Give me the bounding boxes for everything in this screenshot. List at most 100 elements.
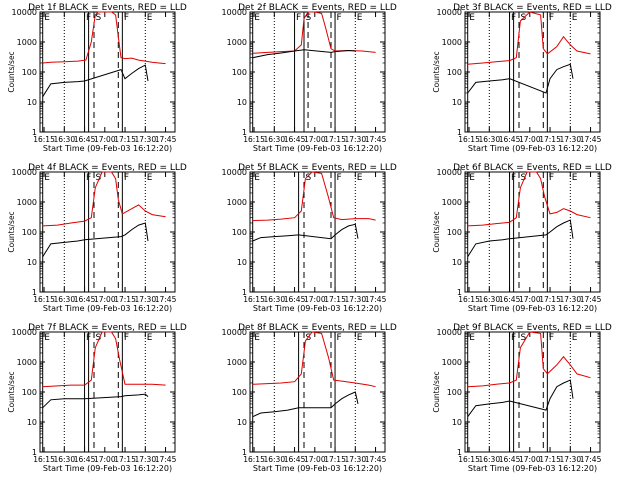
x-tick-label: 16:30 [478, 455, 500, 464]
y-axis-label: Counts/sec [432, 211, 441, 252]
y-tick-label: 10000 [437, 8, 462, 17]
x-tick-label: 17:15 [324, 455, 346, 464]
marker-label: F [124, 173, 129, 183]
x-tick-label: 16:15 [33, 295, 55, 304]
x-tick-label: 17:15 [539, 295, 561, 304]
x-tick-label: 17:15 [539, 455, 561, 464]
x-tick-label: 17:00 [519, 135, 541, 144]
marker-label: S [521, 333, 527, 343]
panel-title: Det 5f BLACK = Events, RED = LLD [238, 163, 397, 173]
marker-label: E [469, 13, 475, 23]
marker-label: S [306, 173, 312, 183]
x-tick-label: 17:00 [94, 135, 116, 144]
x-axis-label: Start Time (09-Feb-03 16:12:20) [253, 304, 382, 313]
x-tick-label: 16:30 [263, 455, 285, 464]
series-lld-line [42, 331, 166, 388]
y-axis-label: Counts/sec [7, 211, 16, 252]
panel-title: Det 4f BLACK = Events, RED = LLD [28, 163, 187, 173]
y-tick-label: 100 [232, 228, 247, 237]
x-tick-label: 16:30 [53, 295, 75, 304]
y-tick-label: 10000 [222, 328, 247, 337]
panel-det-9: Det 9f BLACK = Events, RED = LLD 1 10 100 10… [432, 323, 612, 473]
x-tick-label: 16:45 [74, 455, 96, 464]
x-tick-label: 17:15 [539, 135, 561, 144]
series-lld-line [467, 331, 591, 388]
panel-title: Det 7f BLACK = Events, RED = LLD [28, 323, 187, 333]
series-events-line [42, 64, 149, 97]
x-tick-label: 17:00 [304, 295, 326, 304]
marker-label: E [254, 173, 260, 183]
marker-label: E [572, 173, 578, 183]
panel-det-2: Det 2f BLACK = Events, RED = LLD 1 10 100 10… [222, 3, 397, 153]
series-events-line [467, 379, 574, 417]
x-tick-label: 17:15 [114, 135, 136, 144]
panel-title: Det 3f BLACK = Events, RED = LLD [453, 3, 612, 13]
x-tick-label: 17:30 [559, 135, 581, 144]
x-tick-label: 17:00 [519, 295, 541, 304]
series-events-line [42, 393, 149, 409]
y-tick-label: 10 [27, 258, 37, 267]
marker-label: S [96, 173, 102, 183]
x-tick-label: 16:45 [74, 295, 96, 304]
x-tick-label: 17:45 [365, 295, 387, 304]
series-events-line [252, 223, 359, 242]
panel-det-8: Det 8f BLACK = Events, RED = LLD 1 10 100 10… [222, 323, 397, 473]
y-tick-label: 1000 [442, 198, 462, 207]
marker-label: E [469, 333, 475, 343]
marker-label: E [357, 173, 363, 183]
y-tick-label: 1 [457, 288, 462, 297]
y-axis-label: Counts/sec [7, 371, 16, 412]
x-tick-label: 17:00 [519, 455, 541, 464]
x-tick-label: 16:30 [478, 135, 500, 144]
marker-label: F [124, 13, 129, 23]
x-tick-label: 16:45 [499, 455, 521, 464]
y-tick-label: 100 [232, 388, 247, 397]
marker-label: S [306, 333, 312, 343]
x-tick-label: 17:45 [155, 455, 177, 464]
marker-label: F [337, 13, 342, 23]
x-tick-label: 17:30 [134, 295, 156, 304]
series-events-line [252, 49, 356, 59]
marker-label: E [572, 333, 578, 343]
y-tick-label: 1000 [17, 38, 37, 47]
y-axis-label: Counts/sec [432, 51, 441, 92]
marker-label: E [357, 333, 363, 343]
series-lld-line [42, 11, 166, 65]
x-tick-label: 17:45 [155, 135, 177, 144]
panel-title: Det 6f BLACK = Events, RED = LLD [453, 163, 612, 173]
panel-det-6: Det 6f BLACK = Events, RED = LLD 1 10 100 10… [432, 163, 612, 313]
x-tick-label: 17:30 [134, 135, 156, 144]
x-tick-label: 17:30 [344, 295, 366, 304]
x-tick-label: 17:00 [304, 455, 326, 464]
x-tick-label: 16:45 [284, 135, 306, 144]
x-tick-label: 17:45 [365, 455, 387, 464]
x-axis-label: Start Time (09-Feb-03 16:12:20) [468, 304, 597, 313]
x-tick-label: 16:45 [284, 295, 306, 304]
marker-label: F [337, 173, 342, 183]
series-events-line [467, 63, 574, 94]
x-tick-label: 17:30 [559, 295, 581, 304]
x-tick-label: 17:00 [94, 455, 116, 464]
y-tick-label: 10000 [222, 168, 247, 177]
panels: Det 1f BLACK = Events, RED = LLD 1 10 100 10… [7, 3, 612, 473]
y-tick-label: 1000 [17, 358, 37, 367]
series-lld-line [252, 331, 376, 388]
y-tick-label: 100 [232, 68, 247, 77]
x-tick-label: 17:30 [559, 455, 581, 464]
x-tick-label: 16:15 [458, 455, 480, 464]
marker-label: E [254, 333, 260, 343]
y-tick-label: 1 [242, 128, 247, 137]
y-tick-label: 1 [457, 128, 462, 137]
x-axis-label: Start Time (09-Feb-03 16:12:20) [43, 304, 172, 313]
x-tick-label: 17:15 [114, 295, 136, 304]
panel-det-7: Det 7f BLACK = Events, RED = LLD 1 10 100 10… [7, 323, 187, 473]
series-events-line [42, 222, 149, 257]
y-tick-label: 1000 [442, 358, 462, 367]
y-axis-label: Counts/sec [7, 51, 16, 92]
x-axis-label: Start Time (09-Feb-03 16:12:20) [43, 464, 172, 473]
x-tick-label: 17:45 [580, 455, 602, 464]
marker-label: F [337, 333, 342, 343]
marker-label: E [469, 173, 475, 183]
x-tick-label: 16:30 [263, 295, 285, 304]
